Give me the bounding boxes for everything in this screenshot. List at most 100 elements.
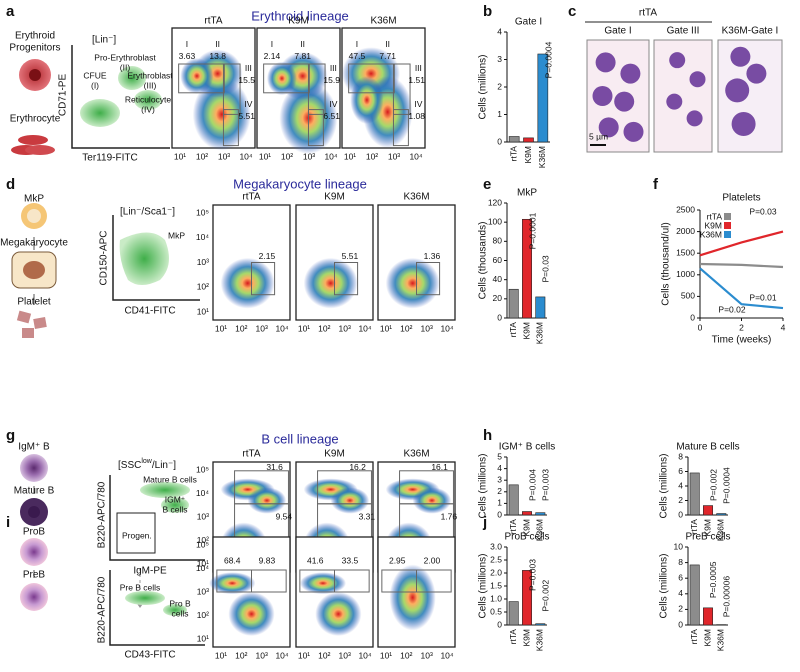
x-tick-label: 10¹ bbox=[215, 323, 227, 333]
y-tick-label: 20 bbox=[493, 293, 503, 303]
x-tick-label: 10⁴ bbox=[275, 650, 288, 660]
bar bbox=[536, 624, 545, 625]
density bbox=[209, 572, 255, 594]
y-tick-label: 1000 bbox=[676, 269, 695, 279]
gate-name: I bbox=[271, 39, 273, 49]
gate-value: 15.5 bbox=[238, 75, 255, 85]
x-tick-label: 10⁴ bbox=[440, 650, 453, 660]
p-value: P=0.0004 bbox=[722, 467, 732, 504]
gate-value: 9.54 bbox=[276, 511, 293, 521]
y-tick-label: 2 bbox=[497, 486, 502, 496]
chart-title: Gate I bbox=[515, 17, 542, 28]
x-tick-label: 10³ bbox=[256, 323, 268, 333]
gate-value: 13.8 bbox=[209, 51, 226, 61]
y-axis-label: Cells (millions) bbox=[478, 553, 489, 618]
gate-value: 5.51 bbox=[342, 251, 359, 261]
cell bbox=[732, 112, 756, 136]
cell-label: ProB bbox=[23, 527, 46, 538]
y-tick-label: 10⁴ bbox=[196, 232, 209, 242]
bar bbox=[522, 512, 531, 515]
y-tick-label: 8 bbox=[678, 451, 683, 461]
cell bbox=[666, 94, 682, 110]
panel-label: Gate I bbox=[604, 26, 631, 37]
x-tick-label: 10¹ bbox=[259, 151, 271, 161]
panel-letter: c bbox=[568, 3, 576, 20]
gate-value: 1.76 bbox=[441, 511, 458, 521]
gate-value: 47.5 bbox=[349, 51, 366, 61]
gate-value: 2.95 bbox=[389, 555, 406, 565]
y-tick-label: 2 bbox=[678, 495, 683, 505]
legend-swatch bbox=[724, 213, 731, 220]
density bbox=[180, 58, 213, 94]
x-tick-label: K9M bbox=[702, 629, 712, 646]
cell bbox=[669, 52, 685, 68]
x-tick-label: 10¹ bbox=[298, 323, 310, 333]
stage-label: Erythroblast bbox=[127, 70, 173, 80]
gate-value: 16.2 bbox=[349, 462, 366, 472]
gate-value: 2.15 bbox=[259, 251, 276, 261]
y-tick-label: 10⁴ bbox=[196, 488, 209, 498]
cell-label: MkP bbox=[24, 194, 44, 205]
gate-value: 5.51 bbox=[238, 111, 255, 121]
cell bbox=[596, 52, 616, 72]
x-tick-label: 0 bbox=[698, 322, 703, 332]
axis-label: B220-APC/780 bbox=[97, 481, 108, 548]
gate-name: I bbox=[186, 39, 188, 49]
x-tick-label: rtTA bbox=[508, 322, 518, 338]
y-axis-label: Cells (thousands) bbox=[478, 222, 489, 300]
x-tick-label: 10¹ bbox=[344, 151, 356, 161]
stage-label: CFUE bbox=[83, 70, 106, 80]
y-tick-label: 3.0 bbox=[490, 541, 502, 551]
axis-label: CD71-PE bbox=[58, 74, 69, 117]
density bbox=[304, 258, 358, 309]
bar bbox=[703, 608, 712, 625]
group-label: rtTA bbox=[639, 8, 657, 19]
bar bbox=[690, 565, 699, 625]
legend-swatch bbox=[724, 231, 731, 238]
gate-header: [Lin⁻/Sca1⁻] bbox=[120, 207, 175, 218]
p-value: P=0.02 bbox=[718, 304, 745, 314]
gate-header: [SSClow/Lin⁻] bbox=[118, 458, 176, 470]
x-tick-label: K9M bbox=[521, 322, 531, 339]
panel-letter: e bbox=[483, 176, 491, 193]
x-tick-label: 10² bbox=[318, 323, 330, 333]
chart-title: IGM⁺ B cells bbox=[499, 442, 555, 453]
panel-letter: f bbox=[653, 176, 659, 193]
gate-name: IV bbox=[244, 99, 252, 109]
cell bbox=[593, 86, 613, 106]
cell-label: Mature B bbox=[14, 486, 55, 497]
y-tick-label: 4 bbox=[497, 463, 502, 473]
gate-value: 2.00 bbox=[424, 555, 441, 565]
density bbox=[331, 487, 370, 513]
y-tick-label: 10³ bbox=[197, 586, 209, 596]
y-tick-label: 10¹ bbox=[197, 633, 209, 643]
gate-label: Pro B bbox=[169, 598, 191, 608]
x-tick-label: 10² bbox=[235, 650, 247, 660]
plot-title: rtTA bbox=[204, 16, 222, 27]
y-tick-label: 10³ bbox=[197, 511, 209, 521]
cell-label: Erythrocyte bbox=[10, 114, 61, 125]
bar bbox=[509, 137, 519, 143]
x-tick-label: 10³ bbox=[339, 323, 351, 333]
gate-label: MkP bbox=[168, 230, 185, 240]
gate-name: II bbox=[300, 39, 305, 49]
y-tick-label: 0 bbox=[690, 312, 695, 322]
chart-title: PreB cells bbox=[685, 532, 730, 543]
gate-name: III bbox=[330, 63, 337, 73]
y-tick-label: 5 bbox=[497, 451, 502, 461]
y-tick-label: 2.5 bbox=[490, 554, 502, 564]
gate-name: IV bbox=[329, 99, 337, 109]
y-tick-label: 1 bbox=[497, 498, 502, 508]
x-tick-label: rtTA bbox=[689, 629, 699, 645]
y-tick-label: 2500 bbox=[676, 204, 695, 214]
x-tick-label: K36M bbox=[716, 629, 726, 651]
y-tick-label: 2 bbox=[678, 604, 683, 614]
x-tick-label: 10⁴ bbox=[275, 323, 288, 333]
x-tick-label: 10³ bbox=[218, 151, 230, 161]
gate-label: Mature B cells bbox=[143, 474, 197, 484]
bar bbox=[703, 506, 712, 515]
gate-value: 1.51 bbox=[408, 75, 425, 85]
x-tick-label: rtTA bbox=[508, 629, 518, 645]
y-axis-label: Cells (millions) bbox=[478, 54, 489, 119]
axis-label: IgM-PE bbox=[133, 566, 167, 577]
